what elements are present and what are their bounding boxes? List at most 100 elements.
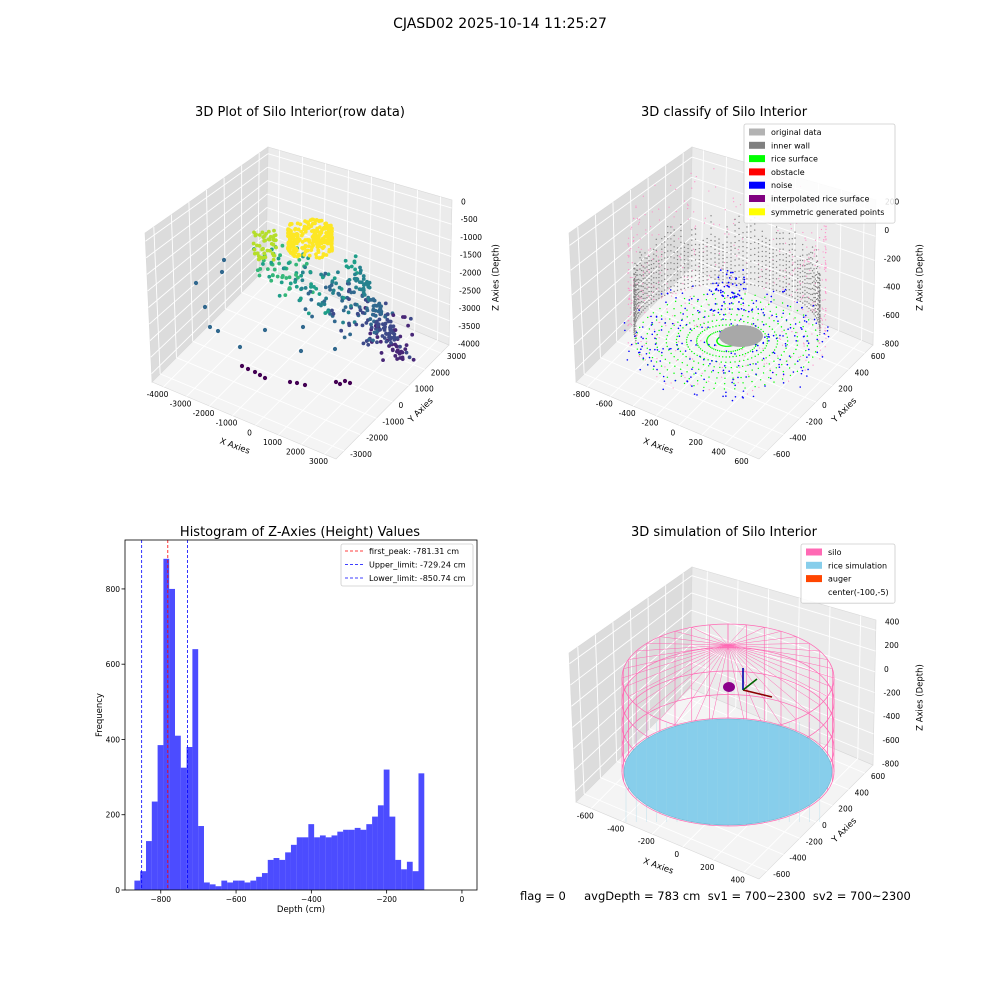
data-point — [772, 274, 774, 276]
data-point — [709, 309, 712, 311]
data-point — [694, 259, 697, 261]
data-point — [797, 263, 799, 266]
data-point — [633, 305, 636, 307]
data-point — [739, 283, 742, 286]
data-point — [797, 299, 799, 301]
data-point — [724, 372, 726, 374]
data-point — [785, 319, 788, 321]
data-point — [799, 292, 801, 294]
data-point — [642, 270, 644, 272]
data-point — [730, 282, 732, 284]
data-point — [816, 345, 819, 348]
data-point — [742, 278, 744, 280]
data-point — [706, 242, 708, 244]
data-point — [738, 371, 740, 374]
data-point — [398, 334, 403, 339]
data-point — [634, 268, 636, 270]
data-point — [708, 389, 710, 391]
data-point — [375, 335, 380, 339]
data-point — [663, 278, 666, 281]
data-point — [803, 320, 806, 322]
data-point — [634, 271, 637, 274]
data-point — [738, 282, 740, 285]
data-point — [634, 321, 637, 323]
x-tick-label: -600 — [596, 399, 613, 408]
data-point — [792, 352, 795, 355]
data-point — [660, 329, 663, 331]
data-point — [709, 346, 712, 348]
data-point — [808, 253, 810, 255]
data-point — [658, 263, 660, 265]
data-point — [712, 313, 714, 315]
data-point — [772, 263, 774, 265]
data-point — [389, 340, 393, 345]
data-point — [761, 270, 763, 273]
data-point — [689, 331, 691, 334]
data-point — [779, 358, 781, 361]
data-point — [676, 285, 679, 288]
data-point — [782, 370, 785, 373]
data-point — [746, 257, 748, 259]
data-point — [697, 311, 700, 314]
data-point — [800, 366, 802, 369]
data-point — [640, 254, 643, 256]
data-point — [655, 288, 657, 290]
data-point — [720, 308, 723, 311]
data-point — [818, 318, 820, 321]
data-point — [629, 307, 631, 309]
data-point — [782, 232, 784, 234]
data-point — [715, 264, 717, 266]
data-point — [673, 324, 675, 326]
data-point — [360, 280, 364, 285]
data-point — [658, 350, 660, 353]
y-tick-label: 0 — [115, 886, 120, 895]
data-point — [806, 291, 808, 294]
data-point — [300, 245, 305, 250]
data-point — [717, 284, 720, 287]
data-point — [684, 350, 687, 352]
data-point — [658, 208, 660, 210]
data-point — [808, 323, 810, 325]
data-point — [288, 222, 292, 227]
data-point — [800, 326, 802, 329]
data-point — [735, 284, 738, 287]
data-point — [788, 232, 791, 235]
data-point — [297, 257, 302, 262]
data-point — [713, 366, 715, 368]
silo-roof-wire — [709, 624, 729, 646]
data-point — [777, 355, 779, 357]
data-point — [673, 308, 675, 310]
data-point — [673, 240, 675, 242]
data-point — [658, 287, 660, 289]
data-point — [630, 226, 633, 228]
data-point — [361, 290, 366, 295]
data-point — [673, 251, 675, 254]
data-point — [633, 297, 636, 299]
data-point — [687, 286, 689, 289]
data-point — [817, 299, 820, 301]
data-point — [806, 268, 808, 270]
grid-line — [571, 197, 692, 296]
data-point — [686, 309, 688, 311]
data-point — [639, 273, 641, 276]
data-point — [749, 363, 751, 366]
data-point — [661, 280, 663, 282]
data-point — [654, 348, 656, 351]
data-point — [272, 233, 276, 238]
data-point — [635, 309, 638, 311]
data-point — [661, 269, 663, 272]
histogram-bar — [238, 880, 245, 890]
data-point — [722, 264, 724, 267]
data-point — [303, 238, 308, 242]
z-tick-label: 0 — [461, 197, 466, 206]
data-point — [779, 338, 781, 340]
data-point — [807, 361, 810, 363]
data-point — [305, 248, 310, 253]
data-point — [662, 375, 665, 378]
data-point — [819, 327, 821, 329]
data-point — [742, 245, 744, 248]
data-point — [670, 327, 672, 330]
data-point — [656, 368, 658, 371]
data-point — [636, 279, 639, 281]
data-point — [261, 262, 265, 266]
